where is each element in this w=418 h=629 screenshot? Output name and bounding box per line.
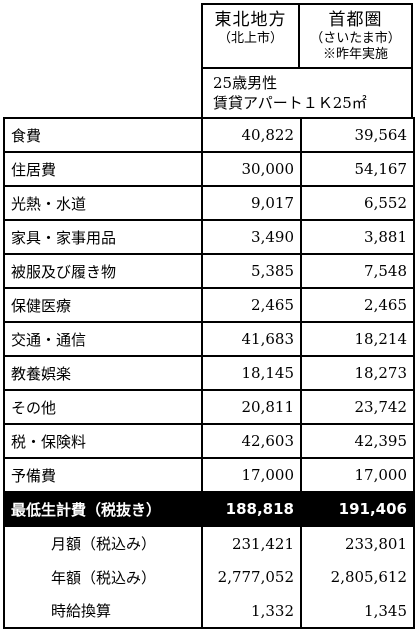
table-row: 予備費 17,000 17,000 xyxy=(3,457,415,493)
value-tohoku: 9,017 xyxy=(201,185,302,221)
value-shutoken: 17,000 xyxy=(300,457,415,493)
living-cost-table: 東北地方 （北上市） 首都圏 （さいたま市） ※昨年実施 25歳男性 賃貸アパー… xyxy=(3,3,415,629)
value-shutoken: 42,395 xyxy=(300,423,415,459)
row-label: 教養娯楽 xyxy=(3,355,203,391)
condition-housing: 賃貸アパート１Ｋ25㎡ xyxy=(213,94,367,112)
table-row: 食費 40,822 39,564 xyxy=(3,117,415,153)
extra-row: 月額（税込み） 231,421 233,801 xyxy=(3,526,415,560)
value-tohoku: 30,000 xyxy=(201,151,302,187)
value-shutoken: 23,742 xyxy=(300,389,415,425)
row-label: 被服及び履き物 xyxy=(3,253,203,289)
table-row: 保健医療 2,465 2,465 xyxy=(3,287,415,323)
header-tohoku: 東北地方 （北上市） xyxy=(201,3,300,67)
value-shutoken: 2,465 xyxy=(300,287,415,323)
value-shutoken: 3,881 xyxy=(300,219,415,255)
extra-row: 年額（税込み） 2,777,052 2,805,612 xyxy=(3,560,415,594)
value-shutoken: 6,552 xyxy=(300,185,415,221)
row-label: 予備費 xyxy=(3,457,203,493)
extra-tohoku: 231,421 xyxy=(201,526,302,560)
extra-label: 月額（税込み） xyxy=(3,526,203,560)
value-tohoku: 42,603 xyxy=(201,423,302,459)
value-tohoku: 40,822 xyxy=(201,117,302,153)
table-row: 税・保険料 42,603 42,395 xyxy=(3,423,415,459)
header-shutoken: 首都圏 （さいたま市） ※昨年実施 xyxy=(300,3,413,67)
header-shutoken-name: 首都圏 xyxy=(328,10,383,30)
table-row: 教養娯楽 18,145 18,273 xyxy=(3,355,415,391)
table-row: 光熱・水道 9,017 6,552 xyxy=(3,185,415,221)
row-label: 食費 xyxy=(3,117,203,153)
total-label: 最低生計費（税抜き） xyxy=(3,491,203,527)
table-row: その他 20,811 23,742 xyxy=(3,389,415,425)
value-shutoken: 18,273 xyxy=(300,355,415,391)
header-tohoku-name: 東北地方 xyxy=(214,10,287,30)
extra-row: 時給換算 1,332 1,345 xyxy=(3,594,415,629)
extra-tohoku: 1,332 xyxy=(201,594,302,629)
row-label: 税・保険料 xyxy=(3,423,203,459)
condition-age-sex: 25歳男性 xyxy=(213,74,278,92)
extra-label: 時給換算 xyxy=(3,594,203,629)
extra-label: 年額（税込み） xyxy=(3,560,203,594)
value-tohoku: 3,490 xyxy=(201,219,302,255)
value-shutoken: 54,167 xyxy=(300,151,415,187)
row-label: 交通・通信 xyxy=(3,321,203,357)
value-shutoken: 7,548 xyxy=(300,253,415,289)
extra-tohoku: 2,777,052 xyxy=(201,560,302,594)
table-row: 住居費 30,000 54,167 xyxy=(3,151,415,187)
conditions-cell: 25歳男性 賃貸アパート１Ｋ25㎡ xyxy=(201,67,413,117)
value-shutoken: 18,214 xyxy=(300,321,415,357)
value-tohoku: 5,385 xyxy=(201,253,302,289)
cost-grid: 食費 40,822 39,564 住居費 30,000 54,167 光熱・水道 9,01… xyxy=(3,117,415,629)
table-row: 家具・家事用品 3,490 3,881 xyxy=(3,219,415,255)
header-shutoken-city: （さいたま市） xyxy=(310,31,401,46)
value-tohoku: 17,000 xyxy=(201,457,302,493)
value-tohoku: 41,683 xyxy=(201,321,302,357)
row-label: その他 xyxy=(3,389,203,425)
total-row: 最低生計費（税抜き） 188,818 191,406 xyxy=(3,491,415,527)
extra-shutoken: 2,805,612 xyxy=(300,560,415,594)
header-blank-cell xyxy=(3,3,201,67)
value-tohoku: 2,465 xyxy=(201,287,302,323)
value-tohoku: 20,811 xyxy=(201,389,302,425)
total-tohoku: 188,818 xyxy=(201,491,302,527)
row-label: 家具・家事用品 xyxy=(3,219,203,255)
row-label: 保健医療 xyxy=(3,287,203,323)
row-label: 住居費 xyxy=(3,151,203,187)
header-shutoken-note: ※昨年実施 xyxy=(322,47,388,62)
header-tohoku-city: （北上市） xyxy=(217,31,283,46)
table-row: 交通・通信 41,683 18,214 xyxy=(3,321,415,357)
extra-shutoken: 233,801 xyxy=(300,526,415,560)
table-row: 被服及び履き物 5,385 7,548 xyxy=(3,253,415,289)
extra-shutoken: 1,345 xyxy=(300,594,415,629)
total-shutoken: 191,406 xyxy=(300,491,415,527)
value-tohoku: 18,145 xyxy=(201,355,302,391)
value-shutoken: 39,564 xyxy=(300,117,415,153)
row-label: 光熱・水道 xyxy=(3,185,203,221)
